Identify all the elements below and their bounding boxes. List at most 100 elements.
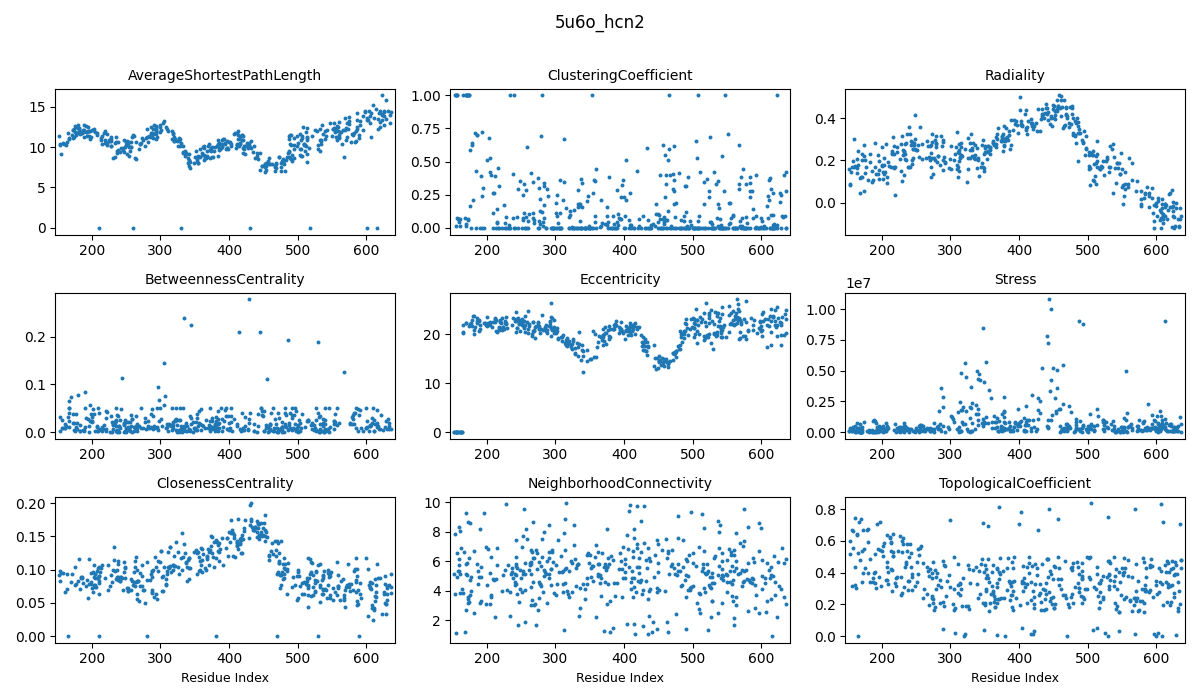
- Point: [337, 131, 356, 142]
- Point: [878, 157, 898, 168]
- Point: [119, 582, 138, 594]
- Point: [167, 413, 186, 424]
- Point: [950, 153, 970, 164]
- Point: [674, 215, 694, 226]
- Point: [324, 594, 343, 606]
- Point: [523, 213, 542, 224]
- Point: [80, 420, 100, 431]
- Point: [107, 426, 126, 438]
- Point: [1169, 602, 1188, 613]
- Point: [298, 589, 317, 601]
- Point: [1080, 146, 1099, 158]
- Point: [144, 129, 163, 140]
- Point: [178, 425, 197, 436]
- Point: [751, 321, 770, 332]
- Point: [178, 576, 197, 587]
- Point: [1138, 398, 1157, 409]
- Point: [978, 140, 997, 151]
- Point: [726, 592, 745, 603]
- Point: [223, 527, 242, 538]
- Point: [510, 564, 529, 575]
- Point: [306, 414, 325, 426]
- Point: [692, 566, 712, 577]
- Point: [894, 169, 913, 181]
- Point: [913, 557, 932, 568]
- Point: [854, 543, 874, 554]
- Point: [268, 631, 287, 642]
- Point: [1157, 426, 1176, 437]
- Point: [774, 211, 793, 223]
- Point: [919, 151, 938, 162]
- Point: [925, 134, 944, 146]
- Point: [1157, 200, 1176, 211]
- Point: [571, 603, 590, 614]
- Point: [377, 598, 396, 610]
- Point: [895, 139, 914, 150]
- Point: [1080, 421, 1099, 433]
- Point: [1075, 594, 1094, 605]
- Point: [157, 568, 176, 580]
- Point: [979, 520, 998, 531]
- Point: [1115, 566, 1134, 578]
- Point: [894, 426, 913, 438]
- Point: [251, 526, 270, 537]
- Point: [282, 402, 301, 414]
- Point: [1004, 421, 1024, 433]
- Point: [560, 206, 580, 217]
- Point: [324, 582, 343, 594]
- Point: [92, 424, 112, 435]
- Point: [130, 595, 149, 606]
- Point: [521, 557, 540, 568]
- Point: [83, 567, 102, 578]
- Point: [610, 548, 629, 559]
- Point: [180, 148, 199, 160]
- Point: [271, 569, 290, 580]
- Point: [1006, 418, 1025, 429]
- Point: [708, 199, 727, 210]
- Point: [516, 319, 535, 330]
- Point: [678, 171, 697, 182]
- Point: [559, 592, 578, 603]
- Point: [1003, 576, 1022, 587]
- Point: [734, 223, 754, 234]
- Point: [688, 326, 707, 337]
- Point: [756, 223, 775, 234]
- Point: [449, 213, 468, 224]
- Point: [877, 178, 896, 189]
- Point: [1128, 575, 1147, 587]
- Point: [916, 426, 935, 437]
- Point: [347, 574, 366, 585]
- Point: [341, 419, 360, 430]
- Point: [888, 425, 907, 436]
- Point: [772, 542, 791, 554]
- Point: [731, 538, 750, 549]
- Point: [316, 402, 335, 414]
- Point: [1088, 135, 1108, 146]
- Point: [211, 402, 230, 414]
- Point: [647, 623, 666, 634]
- Point: [986, 141, 1006, 153]
- Point: [265, 536, 284, 547]
- Point: [276, 419, 295, 430]
- Point: [203, 532, 222, 543]
- Point: [366, 573, 385, 584]
- Point: [877, 575, 896, 586]
- Point: [1012, 119, 1031, 130]
- Point: [206, 425, 226, 436]
- Point: [367, 559, 386, 570]
- Point: [475, 223, 494, 234]
- Point: [968, 420, 988, 431]
- Point: [307, 426, 326, 437]
- Point: [613, 572, 632, 583]
- Point: [628, 542, 647, 554]
- Point: [193, 421, 212, 432]
- Point: [634, 338, 653, 349]
- Point: [677, 314, 696, 325]
- Point: [995, 423, 1014, 434]
- Point: [1008, 403, 1027, 414]
- Point: [185, 158, 204, 169]
- Point: [517, 184, 536, 195]
- Point: [380, 588, 400, 599]
- Point: [180, 574, 199, 585]
- Point: [546, 223, 565, 234]
